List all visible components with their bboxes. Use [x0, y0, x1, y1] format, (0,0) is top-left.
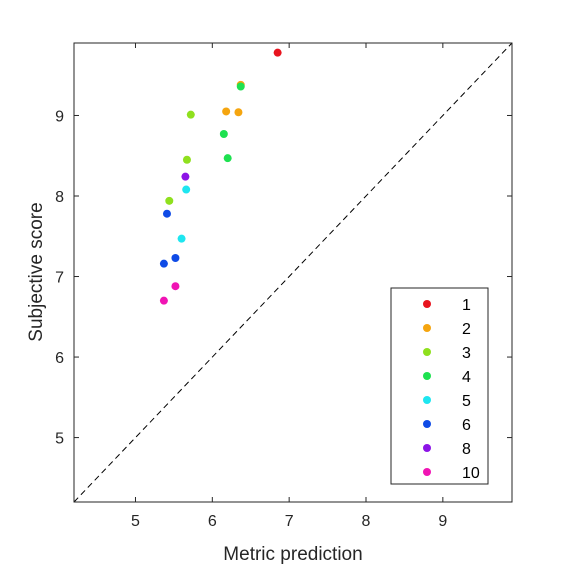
legend-marker-5: [423, 396, 431, 404]
legend-marker-8: [423, 444, 431, 452]
x-tick-label: 9: [438, 513, 447, 530]
data-point-series-4: [219, 129, 228, 138]
y-tick-label: 7: [55, 270, 64, 287]
y-tick-label: 5: [55, 431, 64, 448]
data-point-series-5: [177, 234, 186, 243]
legend-label-5: 5: [462, 393, 471, 410]
data-point-series-3: [186, 110, 195, 119]
legend-label-8: 8: [462, 441, 471, 458]
data-point-series-10: [171, 282, 180, 291]
data-point-series-2: [234, 108, 243, 117]
y-tick-label: 6: [55, 350, 64, 367]
legend-marker-10: [423, 468, 431, 476]
x-tick-label: 6: [208, 513, 217, 530]
identity-reference-line: [73, 42, 513, 503]
x-tick-label: 8: [362, 513, 371, 530]
data-point-series-2: [222, 107, 231, 116]
data-point-series-4: [236, 82, 245, 91]
data-point-series-6: [159, 259, 168, 268]
legend-label-2: 2: [462, 321, 471, 338]
legend-label-10: 10: [462, 465, 480, 482]
legend: 1 2 3 4 5 6 8 10: [390, 287, 489, 485]
data-point-series-6: [162, 209, 171, 218]
legend-marker-6: [423, 420, 431, 428]
legend-label-1: 1: [462, 297, 471, 314]
legend-entries: 1 2 3 4 5 6 8 10: [423, 297, 480, 482]
legend-label-4: 4: [462, 369, 471, 386]
x-axis-label: Metric prediction: [223, 544, 362, 565]
y-tick-label: 9: [55, 108, 64, 125]
legend-marker-2: [423, 324, 431, 332]
y-tick-label: 8: [55, 189, 64, 206]
legend-label-6: 6: [462, 417, 471, 434]
plot-frame: [73, 42, 513, 503]
reference-line-layer: [73, 42, 513, 503]
data-point-series-4: [223, 154, 232, 163]
data-point-series-8: [181, 172, 190, 181]
legend-label-3: 3: [462, 345, 471, 362]
tick-layer: 5 6 7 8 9 5 6 7 8 9: [55, 43, 512, 530]
data-point-series-3: [182, 155, 191, 164]
legend-box: [390, 287, 489, 485]
legend-marker-3: [423, 348, 431, 356]
data-point-series-5: [182, 185, 191, 194]
data-point-layer: [159, 48, 282, 305]
x-tick-label: 5: [131, 513, 140, 530]
data-point-series-10: [159, 296, 168, 305]
legend-marker-1: [423, 300, 431, 308]
data-point-series-6: [171, 254, 180, 263]
data-point-series-3: [165, 196, 174, 205]
data-point-series-1: [273, 48, 282, 57]
x-tick-label: 7: [285, 513, 294, 530]
legend-marker-4: [423, 372, 431, 380]
y-axis-label: Subjective score: [26, 202, 47, 341]
